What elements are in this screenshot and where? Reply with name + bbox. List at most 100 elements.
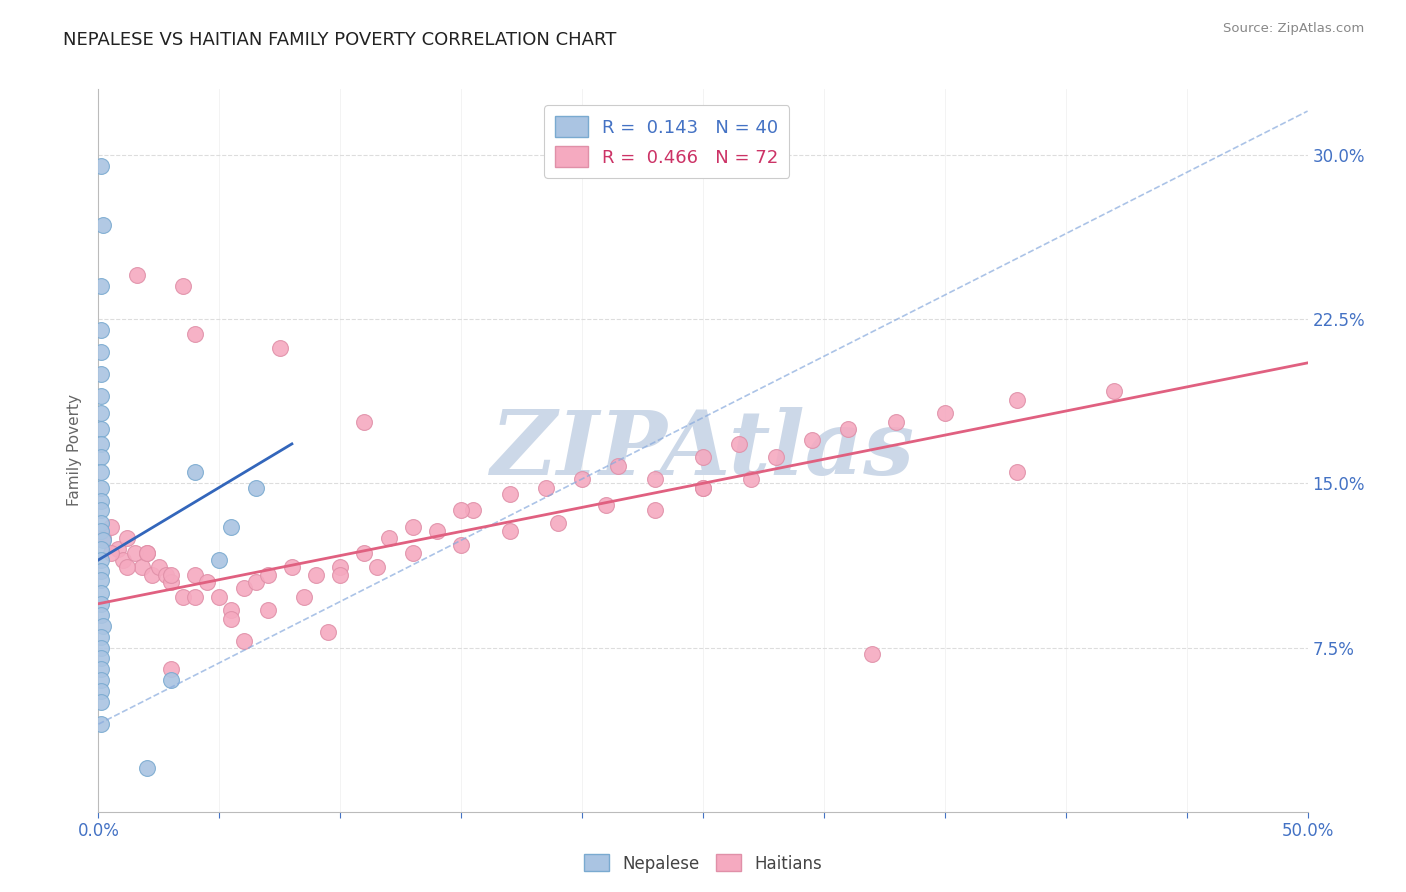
Point	[91, 218, 114, 232]
Point	[692, 481, 714, 495]
Point	[90, 421, 112, 435]
Point	[305, 568, 328, 582]
Point	[934, 406, 956, 420]
Point	[141, 568, 163, 582]
Point	[90, 502, 112, 516]
Point	[221, 520, 243, 534]
Text: NEPALESE VS HAITIAN FAMILY POVERTY CORRELATION CHART: NEPALESE VS HAITIAN FAMILY POVERTY CORRE…	[63, 31, 617, 49]
Point	[124, 546, 146, 560]
Point	[90, 662, 112, 676]
Legend: R =  0.143   N = 40, R =  0.466   N = 72: R = 0.143 N = 40, R = 0.466 N = 72	[544, 105, 789, 178]
Point	[353, 415, 375, 429]
Point	[90, 279, 112, 293]
Point	[644, 472, 666, 486]
Text: Source: ZipAtlas.com: Source: ZipAtlas.com	[1223, 22, 1364, 36]
Point	[184, 327, 207, 342]
Point	[90, 695, 112, 709]
Point	[131, 559, 153, 574]
Point	[498, 487, 520, 501]
Point	[232, 634, 254, 648]
Point	[184, 568, 207, 582]
Point	[269, 341, 291, 355]
Point	[1007, 466, 1029, 480]
Point	[90, 323, 112, 337]
Point	[91, 533, 114, 548]
Point	[90, 389, 112, 403]
Point	[800, 433, 823, 447]
Point	[90, 524, 112, 539]
Point	[463, 502, 485, 516]
Point	[90, 493, 112, 508]
Point	[184, 590, 207, 604]
Point	[90, 406, 112, 420]
Point	[100, 520, 122, 534]
Point	[595, 498, 617, 512]
Point	[837, 421, 859, 435]
Point	[100, 546, 122, 560]
Point	[91, 618, 114, 632]
Point	[366, 559, 388, 574]
Point	[90, 541, 112, 556]
Point	[256, 603, 278, 617]
Point	[155, 568, 177, 582]
Point	[90, 597, 112, 611]
Point	[90, 673, 112, 688]
Point	[90, 553, 112, 567]
Point	[860, 647, 883, 661]
Point	[160, 568, 183, 582]
Point	[232, 582, 254, 596]
Point	[90, 437, 112, 451]
Point	[172, 279, 194, 293]
Point	[160, 574, 183, 589]
Point	[91, 531, 114, 545]
Point	[1102, 384, 1125, 399]
Point	[90, 466, 112, 480]
Point	[90, 564, 112, 578]
Point	[90, 516, 112, 530]
Point	[184, 466, 207, 480]
Point	[90, 651, 112, 665]
Point	[498, 524, 520, 539]
Point	[111, 553, 134, 567]
Point	[450, 538, 472, 552]
Point	[90, 640, 112, 655]
Point	[107, 541, 129, 556]
Point	[728, 437, 751, 451]
Point	[90, 684, 112, 698]
Point	[117, 531, 139, 545]
Point	[90, 159, 112, 173]
Point	[256, 568, 278, 582]
Point	[90, 573, 112, 587]
Text: ZIPAtlas: ZIPAtlas	[492, 408, 914, 493]
Point	[245, 481, 267, 495]
Point	[245, 574, 267, 589]
Point	[765, 450, 787, 464]
Point	[208, 553, 231, 567]
Point	[692, 450, 714, 464]
Point	[90, 630, 112, 644]
Point	[172, 590, 194, 604]
Point	[886, 415, 908, 429]
Point	[281, 559, 304, 574]
Point	[135, 546, 157, 560]
Point	[329, 559, 352, 574]
Point	[571, 472, 593, 486]
Point	[1007, 393, 1029, 408]
Point	[117, 559, 139, 574]
Point	[644, 502, 666, 516]
Point	[90, 586, 112, 600]
Point	[547, 516, 569, 530]
Point	[426, 524, 449, 539]
Point	[208, 590, 231, 604]
Point	[135, 546, 157, 560]
Point	[90, 717, 112, 731]
Point	[90, 345, 112, 359]
Point	[221, 603, 243, 617]
Point	[90, 607, 112, 622]
Point	[195, 574, 218, 589]
Point	[329, 568, 352, 582]
Point	[90, 367, 112, 381]
Point	[450, 502, 472, 516]
Point	[160, 662, 183, 676]
Point	[316, 625, 339, 640]
